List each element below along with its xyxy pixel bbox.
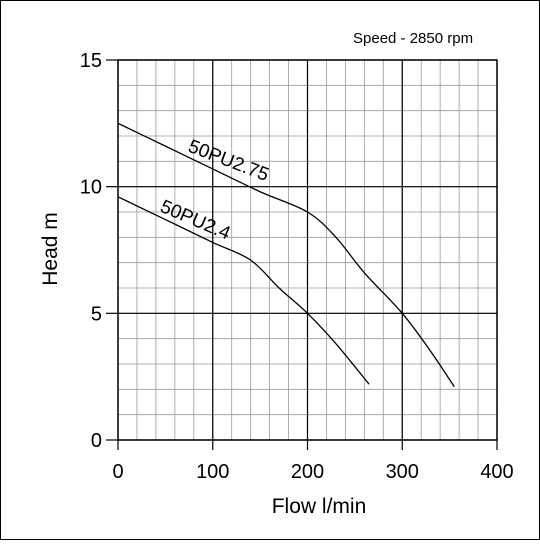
major-grid [117, 59, 498, 441]
x-tick-label: 300 [386, 461, 419, 483]
y-tick-label: 10 [80, 177, 102, 199]
series-line-0 [117, 122, 455, 388]
y-tick-label: 5 [91, 303, 102, 325]
tick-labels: 0 100 200 300 400 0 5 10 15 [80, 50, 514, 483]
y-tick-label: 15 [80, 50, 102, 72]
y-axis-title: Head m [39, 212, 62, 286]
x-tick-label: 200 [291, 461, 324, 483]
tick-marks [106, 59, 498, 450]
y-tick-label: 0 [91, 430, 102, 452]
x-tick-label: 400 [480, 461, 513, 483]
x-tick-label: 100 [196, 461, 229, 483]
x-axis-title: Flow l/min [272, 495, 367, 518]
series-curves [117, 122, 455, 388]
series-line-1 [117, 196, 370, 385]
x-tick-label: 0 [112, 461, 123, 483]
speed-annotation: Speed - 2850 rpm [353, 30, 473, 47]
